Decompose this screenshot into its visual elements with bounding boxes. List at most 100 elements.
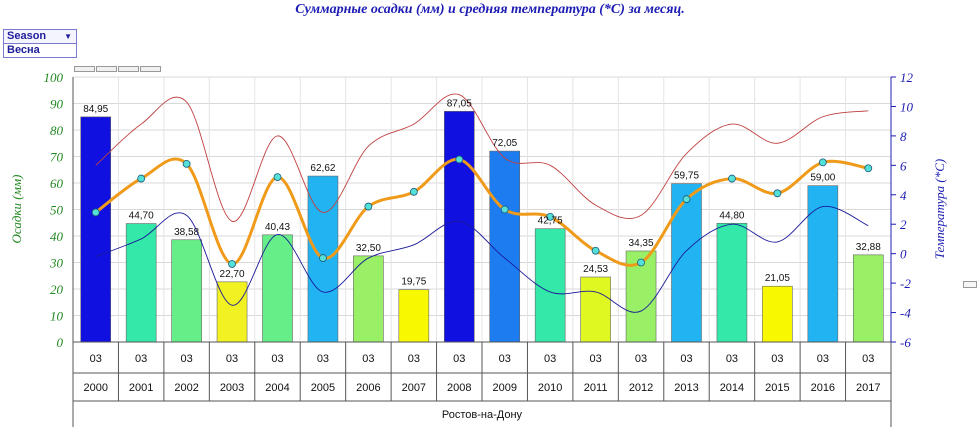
y2-tick-label: -6 <box>900 335 911 350</box>
y2-tick-label: 2 <box>900 217 907 232</box>
y-tick-label: 100 <box>44 70 64 85</box>
precipitation-bar <box>398 289 430 343</box>
bar-value-label: 38,58 <box>174 227 199 238</box>
mini-tab-strip[interactable] <box>74 66 161 72</box>
labels: 84,95 44,70 38,58 22,70 40,43 62,62 32,50 19,75… <box>83 98 881 287</box>
x-year-label: 2002 <box>174 382 198 394</box>
season-filter-header[interactable]: Season ▼ <box>4 30 76 44</box>
precipitation-bar <box>262 234 293 343</box>
y-tick-label: 70 <box>50 150 64 165</box>
x-year-label: 2014 <box>720 382 744 394</box>
x-month-label: 03 <box>680 353 692 365</box>
y-tick-label: 40 <box>50 229 64 244</box>
x-month-label: 03 <box>90 353 102 365</box>
legend-marker[interactable] <box>963 281 977 288</box>
y-tick-label: 90 <box>50 97 64 112</box>
x-year-label: 2015 <box>765 382 789 394</box>
y2-tick-label: 8 <box>900 129 907 144</box>
season-filter[interactable]: Season ▼ Весна <box>3 29 77 58</box>
mini-tab[interactable] <box>118 66 139 72</box>
y2-axis-label: Температура (*C) <box>932 159 947 260</box>
bar-value-label: 84,95 <box>83 104 108 115</box>
x-month-label: 03 <box>589 353 601 365</box>
bar-value-label: 42,75 <box>538 216 563 227</box>
precipitation-bar <box>762 285 793 343</box>
temperature-max-line <box>95 93 869 222</box>
x-month-label: 03 <box>544 353 556 365</box>
x-year-label: 2001 <box>129 382 153 394</box>
y2-tick-label: 12 <box>900 70 914 85</box>
x-month-label: 03 <box>771 353 783 365</box>
x-year-label: 2004 <box>265 382 289 394</box>
temperature-mean-point <box>273 173 282 182</box>
bar-value-label: 34,35 <box>629 238 654 249</box>
precipitation-bar <box>807 185 839 343</box>
mini-tab[interactable] <box>140 66 161 72</box>
bar-value-label: 21,05 <box>765 273 790 284</box>
bar-value-label: 32,50 <box>356 243 381 254</box>
precipitation-bar <box>216 281 248 343</box>
bar-value-label: 59,00 <box>810 173 835 184</box>
temperature-mean-point <box>455 155 464 164</box>
mini-tab[interactable] <box>74 66 95 72</box>
bar-value-label: 44,80 <box>719 210 744 221</box>
x-year-label: 2012 <box>629 382 653 394</box>
precipitation-bar <box>580 276 611 343</box>
bar-value-label: 62,62 <box>310 163 335 174</box>
y-tick-label: 20 <box>50 282 64 297</box>
y2-tick-label: 6 <box>900 158 907 173</box>
x-year-label: 2010 <box>538 382 562 394</box>
x-month-label: 03 <box>271 353 283 365</box>
temperature-mean-point <box>500 205 509 214</box>
bar-value-label: 72,05 <box>492 138 517 149</box>
precipitation-bar <box>852 254 884 343</box>
x-year-label: 2011 <box>584 382 608 394</box>
precipitation-bar <box>443 111 475 343</box>
x-group-label: Ростов-на-Дону <box>442 409 523 421</box>
x-year-label: 2006 <box>356 382 380 394</box>
bar-value-label: 40,43 <box>265 222 290 233</box>
y-tick-label: 10 <box>50 309 64 324</box>
x-year-label: 2017 <box>856 382 880 394</box>
precipitation-bar <box>171 239 202 343</box>
precipitation-bar <box>80 116 112 343</box>
mini-tab[interactable] <box>96 66 117 72</box>
season-filter-label: Season <box>7 30 47 42</box>
bar-value-label: 59,75 <box>674 171 699 182</box>
y2-tick-label: -4 <box>900 306 911 321</box>
bar-value-label: 87,05 <box>447 98 472 109</box>
x-year-label: 2016 <box>811 382 835 394</box>
x-year-label: 2008 <box>447 382 471 394</box>
temperature-mean-point <box>182 159 191 168</box>
bar-value-label: 22,70 <box>220 269 245 280</box>
x-year-label: 2013 <box>674 382 698 394</box>
temperature-mean-point <box>364 202 373 211</box>
precipitation-bar <box>353 255 384 343</box>
temperature-mean-point <box>546 212 555 221</box>
chevron-down-icon[interactable]: ▼ <box>64 32 72 41</box>
temperature-mean-point <box>137 174 146 183</box>
x-year-label: 2005 <box>311 382 335 394</box>
x-month-label: 03 <box>317 353 329 365</box>
y2-tick-label: 10 <box>900 99 914 114</box>
bar-value-label: 32,88 <box>856 242 881 253</box>
x-month-label: 03 <box>135 353 147 365</box>
bar-value-label: 24,53 <box>583 264 608 275</box>
x-year-label: 2000 <box>83 382 107 394</box>
season-filter-value[interactable]: Весна <box>7 44 40 56</box>
temperature-mean-point <box>591 246 600 255</box>
temperature-mean-point <box>319 254 327 262</box>
precipitation-bar <box>489 150 521 343</box>
temperature-mean-point <box>728 174 736 183</box>
x-month-label: 03 <box>453 353 465 365</box>
x-month-label: 03 <box>226 353 238 365</box>
x-year-label: 2009 <box>492 382 516 394</box>
x-month-label: 03 <box>362 353 374 365</box>
y-tick-label: 80 <box>50 123 64 138</box>
bar-value-label: 44,70 <box>129 211 154 222</box>
temperature-mean-point <box>773 189 782 198</box>
x-month-label: 03 <box>408 353 420 365</box>
bar-value-label: 19,75 <box>401 277 426 288</box>
y-tick-label: 0 <box>57 335 64 350</box>
